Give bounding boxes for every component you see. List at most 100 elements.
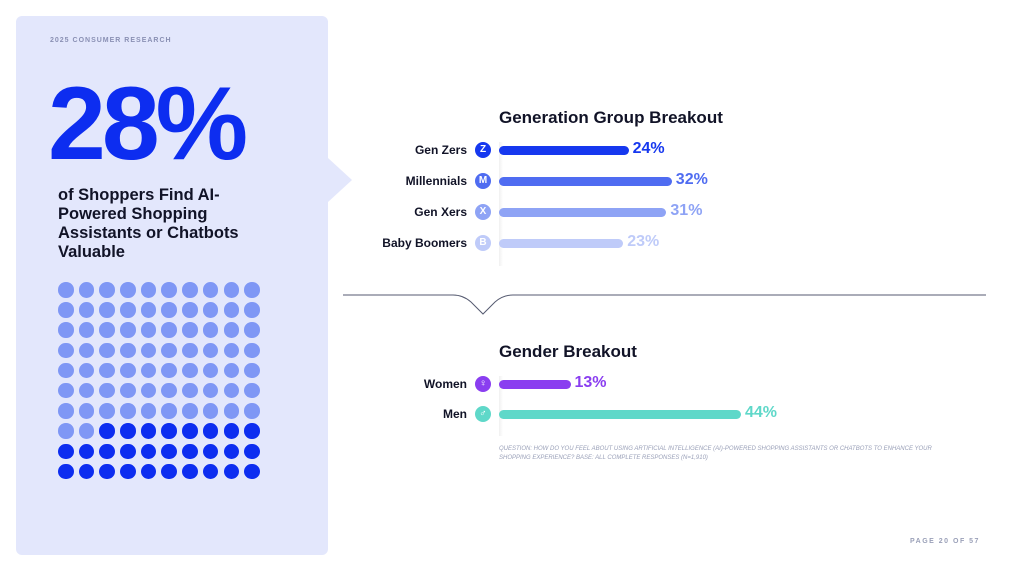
dot-highlighted [58, 443, 74, 459]
dot-highlighted [202, 463, 219, 480]
dot [182, 282, 198, 298]
dot [140, 282, 157, 298]
dot [58, 282, 74, 298]
dot [202, 342, 219, 359]
dot [78, 342, 95, 359]
bar [499, 146, 629, 155]
dot-highlighted [78, 463, 95, 480]
dot-highlighted [182, 463, 198, 480]
category-label: Baby Boomers [382, 236, 467, 250]
dot [58, 322, 74, 338]
dot [182, 342, 198, 359]
dot [99, 342, 115, 359]
dot [223, 362, 239, 379]
dot [161, 322, 177, 338]
dot [99, 322, 115, 338]
bar-value-label: 24% [632, 140, 665, 157]
dot-highlighted [140, 463, 157, 480]
dot [99, 302, 115, 318]
dot-highlighted [99, 423, 115, 439]
dot [202, 282, 219, 298]
dot [161, 282, 177, 298]
dot-grid [58, 282, 260, 480]
category-badge-icon: M [475, 173, 491, 189]
panel-pointer [328, 158, 352, 202]
dot [223, 382, 239, 399]
dot-highlighted [244, 423, 260, 439]
dot [78, 403, 95, 419]
dot-highlighted [223, 463, 239, 480]
dot [223, 342, 239, 359]
bar-value-label: 13% [574, 374, 607, 391]
dot-highlighted [120, 443, 136, 459]
headline-text: of Shoppers Find AI-Powered Shopping Ass… [58, 186, 239, 261]
dot [244, 302, 260, 318]
dot [58, 403, 74, 419]
dot-highlighted [161, 463, 177, 480]
dot [182, 382, 198, 399]
dot [58, 382, 74, 399]
category-label: Women [423, 377, 467, 391]
dot [202, 382, 219, 399]
dot [182, 302, 198, 318]
bar-value-label: 23% [627, 233, 660, 250]
dot [78, 322, 95, 338]
category-label: Men [443, 407, 467, 421]
dot [202, 362, 219, 379]
eyebrow-label: 2025 CONSUMER RESEARCH [50, 37, 172, 44]
dot-highlighted [244, 443, 260, 459]
headline-stat: 28% [48, 66, 248, 182]
dot [99, 403, 115, 419]
category-badge-icon: ♀ [475, 376, 491, 392]
dot [120, 382, 136, 399]
dot [244, 403, 260, 419]
page-number: PAGE 20 OF 57 [910, 538, 980, 545]
dot [182, 322, 198, 338]
dot [120, 282, 136, 298]
dot-highlighted [120, 463, 136, 480]
dot [161, 342, 177, 359]
category-label: Gen Xers [414, 205, 467, 219]
dot-highlighted [140, 443, 157, 459]
dot [161, 403, 177, 419]
dot [140, 362, 157, 379]
dot-highlighted [99, 463, 115, 480]
dot [140, 403, 157, 419]
category-badge-icon: ♂ [475, 406, 491, 422]
dot [244, 322, 260, 338]
dot-highlighted [58, 463, 74, 480]
generation-chart-title: Generation Group Breakout [499, 108, 723, 127]
dot-highlighted [223, 423, 239, 439]
dot-highlighted [120, 423, 136, 439]
dot [202, 322, 219, 338]
dot [58, 423, 74, 439]
dot [99, 362, 115, 379]
category-badge-icon: B [475, 235, 491, 251]
dot [78, 423, 95, 439]
dot-highlighted [202, 443, 219, 459]
dot [58, 302, 74, 318]
dot-highlighted [182, 443, 198, 459]
dot-highlighted [202, 423, 219, 439]
dot-highlighted [161, 443, 177, 459]
dot [120, 322, 136, 338]
dot [161, 362, 177, 379]
bar-value-label: 44% [745, 404, 778, 421]
dot [58, 342, 74, 359]
bar-value-label: 32% [675, 171, 708, 188]
dot [58, 362, 74, 379]
category-label: Gen Zers [414, 143, 467, 157]
gender-chart-title: Gender Breakout [499, 342, 637, 361]
dot [223, 282, 239, 298]
survey-footnote: QUESTION: HOW DO YOU FEEL ABOUT USING AR… [499, 446, 932, 461]
dot [182, 362, 198, 379]
dot [99, 282, 115, 298]
dot [202, 403, 219, 419]
axis-shadow [499, 376, 503, 436]
bar [499, 239, 624, 248]
axis-shadow [499, 142, 503, 266]
bar [499, 177, 672, 186]
dot [223, 322, 239, 338]
dot [244, 282, 260, 298]
dot [140, 382, 157, 399]
